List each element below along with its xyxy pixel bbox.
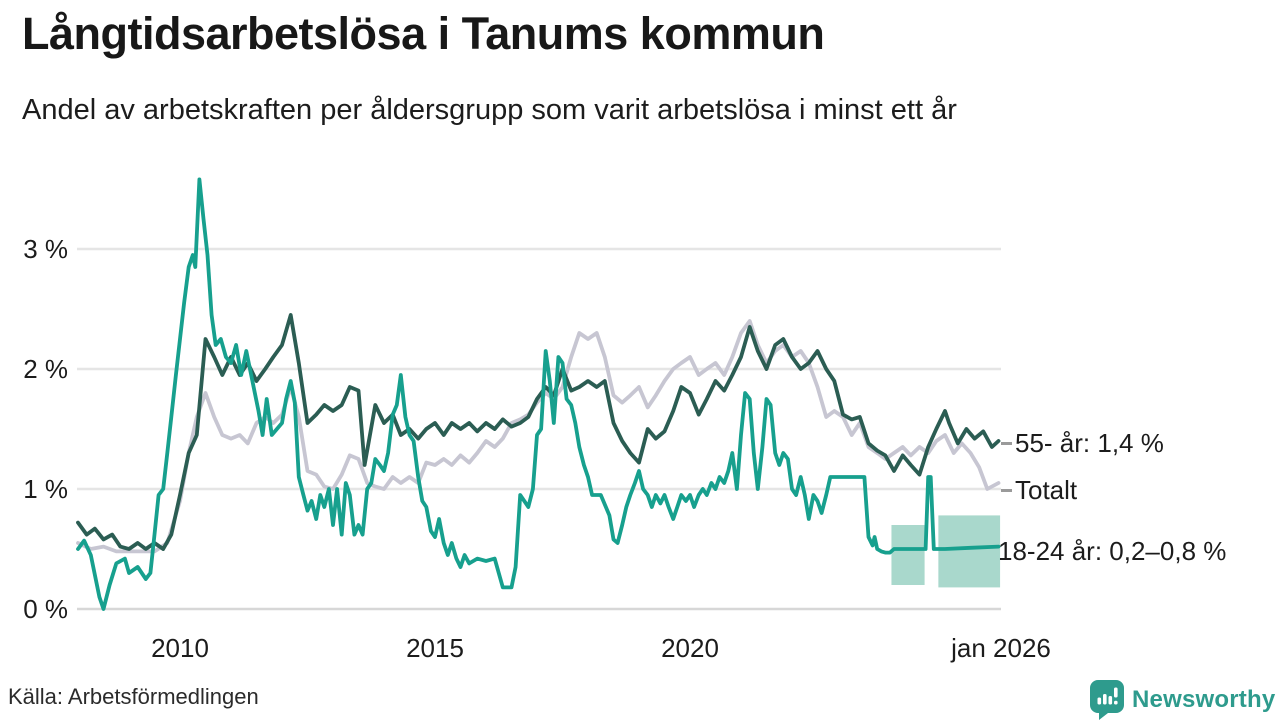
y-tick-label: 3 % (23, 234, 68, 264)
page-title: Långtidsarbetslösa i Tanums kommun (22, 8, 825, 59)
series-label-text: Totalt (1015, 475, 1078, 505)
brand-name: Newsworthy (1132, 686, 1276, 713)
uncertainty-band (938, 515, 1001, 588)
newsworthy-bubble-chart-icon (1090, 680, 1124, 720)
x-tick-label: 2020 (661, 633, 719, 663)
source-attribution: Källa: Arbetsförmedlingen (8, 684, 259, 709)
series-label-18-24: 18-24 år: 0,2–0,8 % (998, 536, 1226, 567)
series-label-totalt: Totalt (1001, 475, 1077, 506)
label-leader-dash (1001, 489, 1012, 492)
series-label-text: 55- år: 1,4 % (1015, 428, 1164, 458)
series-label-55: 55- år: 1,4 % (1001, 428, 1164, 459)
label-leader-dash (1001, 442, 1012, 445)
x-tick-label: jan 2026 (951, 633, 1051, 663)
y-tick-label: 2 % (23, 354, 68, 384)
uncertainty-band (891, 525, 925, 585)
page-subtitle: Andel av arbetskraften per åldersgrupp s… (22, 94, 957, 126)
x-tick-label: 2015 (406, 633, 464, 663)
series-line-18-24år (76, 177, 1001, 611)
newsworthy-logo[interactable]: Newsworthy (1090, 680, 1275, 720)
series-label-text: 18-24 år: 0,2–0,8 % (998, 536, 1227, 566)
x-tick-label: 2010 (151, 633, 209, 663)
y-tick-label: 0 % (23, 594, 68, 624)
y-tick-label: 1 % (23, 474, 68, 504)
